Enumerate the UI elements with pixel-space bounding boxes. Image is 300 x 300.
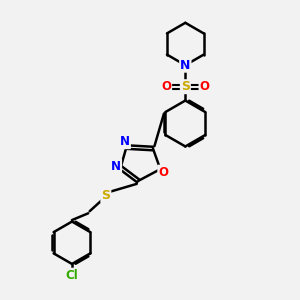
Text: N: N: [120, 135, 130, 148]
Text: O: O: [200, 80, 209, 93]
Text: N: N: [111, 160, 121, 173]
Text: O: O: [161, 80, 171, 93]
Text: O: O: [158, 166, 168, 178]
Text: S: S: [181, 80, 190, 93]
Text: S: S: [101, 189, 110, 202]
Text: N: N: [180, 59, 190, 72]
Text: Cl: Cl: [66, 268, 78, 282]
